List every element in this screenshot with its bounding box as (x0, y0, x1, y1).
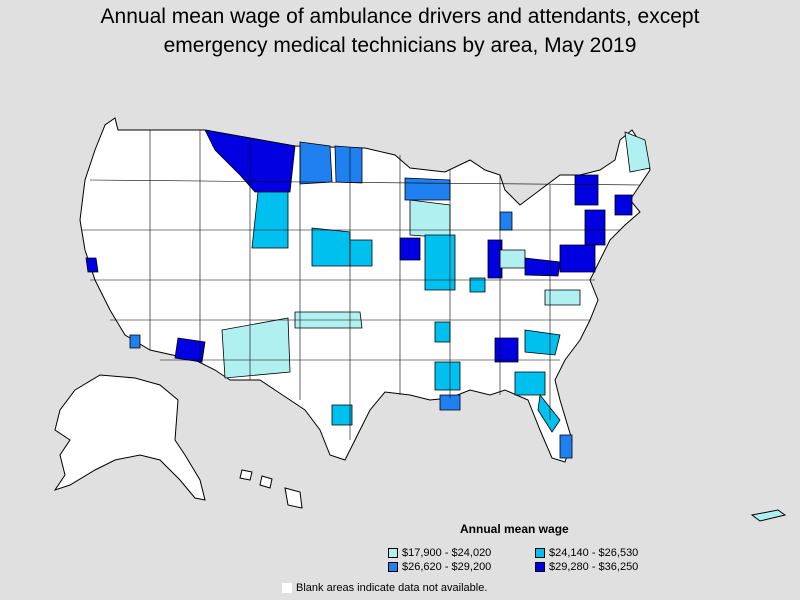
hawaii-2 (259, 475, 273, 489)
note-text: Blank areas indicate data not available. (296, 582, 488, 594)
legend-label-4: $29,280 - $36,250 (549, 561, 639, 573)
area-louisiana (439, 394, 461, 411)
legend-item-3: $26,620 - $29,200 (388, 561, 491, 573)
area-northern-california (85, 257, 99, 273)
area-iowa (399, 237, 421, 261)
area-georgia-north (494, 337, 519, 363)
area-north-dakota-east (334, 145, 363, 184)
puerto-rico (750, 509, 787, 522)
area-virginia (544, 289, 581, 306)
legend-item-2: $24,140 - $26,530 (535, 547, 638, 559)
area-carolinas (524, 329, 561, 356)
data-note: Blank areas indicate data not available. (282, 582, 487, 594)
title-line-2: emergency medical technicians by area, M… (163, 34, 637, 57)
area-florida-south (559, 434, 573, 459)
hawaii-1 (239, 469, 253, 481)
blank-swatch (282, 583, 292, 593)
area-mississippi (434, 361, 461, 391)
legend-title: Annual mean wage (460, 522, 569, 536)
legend-swatch-3 (388, 562, 398, 572)
area-arizona-south (174, 337, 206, 363)
area-wisconsin (409, 199, 451, 239)
title-line-1: Annual mean wage of ambulance drivers an… (100, 5, 700, 28)
legend-item-1: $17,900 - $24,020 (388, 547, 491, 559)
area-indiana (487, 239, 503, 279)
area-texas-central (331, 404, 353, 426)
area-ohio (499, 211, 513, 231)
legend-swatch-1 (388, 548, 398, 558)
contiguous-us (79, 117, 651, 463)
area-kentucky (499, 249, 526, 269)
area-north-dakota-west (299, 141, 333, 185)
area-maine (624, 131, 651, 173)
legend-label-1: $17,900 - $24,020 (402, 547, 492, 559)
area-new-york-east (584, 209, 606, 246)
alaska (53, 374, 206, 501)
area-pennsylvania (559, 244, 596, 273)
area-west-virginia (524, 257, 561, 277)
legend-swatch-4 (535, 562, 545, 572)
legend-item-4: $29,280 - $36,250 (535, 561, 638, 573)
map-title: Annual mean wage of ambulance drivers an… (0, 2, 800, 60)
area-new-mexico (221, 317, 291, 379)
shaded-areas (85, 129, 651, 459)
legend-swatch-2 (535, 548, 545, 558)
area-arkansas (434, 321, 451, 343)
area-southern-california (129, 334, 141, 349)
area-nebraska-west (311, 227, 351, 267)
area-boundaries (82, 130, 641, 440)
area-minnesota (404, 177, 451, 201)
area-tennessee (469, 277, 486, 293)
legend-label-2: $24,140 - $26,530 (549, 547, 639, 559)
area-new-york (574, 174, 599, 206)
hawaii-3 (284, 487, 303, 509)
area-wyoming (251, 191, 289, 249)
area-illinois (424, 234, 456, 291)
legend-label-3: $26,620 - $29,200 (402, 561, 492, 573)
area-georgia-south (514, 371, 546, 396)
area-massachusetts (614, 194, 633, 216)
area-colorado (349, 239, 373, 267)
area-florida (537, 394, 561, 433)
